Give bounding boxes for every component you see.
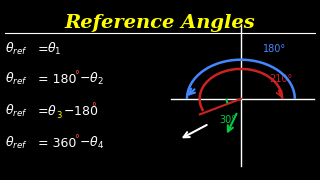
Text: 30°: 30° [219, 115, 236, 125]
Text: =: = [38, 105, 52, 118]
Text: 180°: 180° [263, 44, 286, 54]
Text: $\theta_{ref}$: $\theta_{ref}$ [4, 41, 28, 57]
Text: $-\theta_2$: $-\theta_2$ [79, 71, 104, 87]
Text: = 360: = 360 [38, 137, 76, 150]
Text: 3: 3 [56, 111, 61, 120]
Text: 210°: 210° [269, 74, 293, 84]
Text: °: ° [74, 70, 78, 80]
Text: $\theta_1$: $\theta_1$ [47, 41, 62, 57]
Text: =: = [38, 43, 52, 56]
Text: $\theta_{ref}$: $\theta_{ref}$ [4, 135, 28, 151]
Text: $\theta_{ref}$: $\theta_{ref}$ [4, 103, 28, 119]
Text: $\theta$: $\theta$ [47, 104, 57, 118]
Text: $-$180: $-$180 [63, 105, 98, 118]
Text: $\theta_{ref}$: $\theta_{ref}$ [4, 71, 28, 87]
Text: Reference Angles: Reference Angles [65, 14, 255, 32]
Text: °: ° [91, 102, 96, 112]
Text: = 180: = 180 [38, 73, 76, 86]
Text: $-\theta_4$: $-\theta_4$ [79, 135, 104, 151]
Text: °: ° [74, 134, 78, 144]
